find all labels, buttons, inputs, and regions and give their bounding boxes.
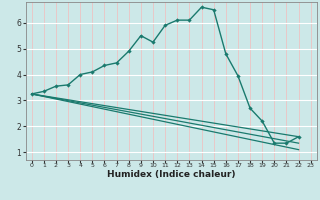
X-axis label: Humidex (Indice chaleur): Humidex (Indice chaleur) (107, 170, 236, 179)
